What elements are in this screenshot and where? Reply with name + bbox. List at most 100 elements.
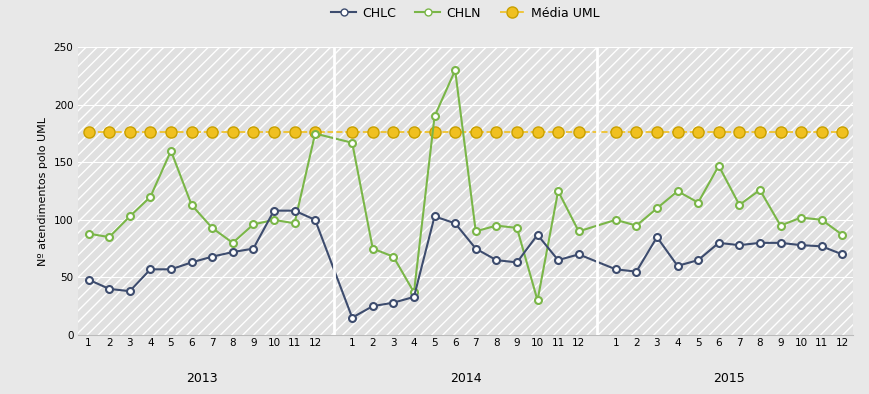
CHLC <box>532 232 542 237</box>
CHLN <box>408 290 419 295</box>
CHLC <box>753 240 764 245</box>
CHLC <box>207 254 217 259</box>
Média UML <box>309 130 320 135</box>
Média UML <box>289 130 300 135</box>
CHLN <box>836 232 846 237</box>
CHLN <box>367 246 377 251</box>
CHLC <box>470 246 481 251</box>
Média UML <box>83 130 94 135</box>
CHLC <box>836 252 846 257</box>
CHLN <box>248 222 258 227</box>
CHLN <box>630 223 640 228</box>
Line: Média UML: Média UML <box>83 127 847 138</box>
Média UML <box>428 130 439 135</box>
Média UML <box>124 130 135 135</box>
Text: 2013: 2013 <box>186 372 217 385</box>
Média UML <box>774 130 785 135</box>
CHLC <box>269 208 279 213</box>
Média UML <box>269 130 279 135</box>
Média UML <box>532 130 542 135</box>
CHLN <box>309 131 320 136</box>
CHLN <box>83 231 94 236</box>
CHLN <box>573 229 583 234</box>
CHLN <box>672 189 682 193</box>
Text: 2015: 2015 <box>713 372 744 385</box>
Média UML <box>610 130 620 135</box>
Média UML <box>630 130 640 135</box>
CHLC <box>573 252 583 257</box>
CHLC <box>815 244 826 249</box>
Média UML <box>248 130 258 135</box>
CHLN <box>692 200 702 205</box>
CHLN <box>428 114 439 119</box>
Média UML <box>753 130 764 135</box>
CHLN <box>228 240 238 245</box>
Média UML <box>228 130 238 135</box>
CHLC <box>713 240 723 245</box>
Média UML <box>733 130 744 135</box>
CHLN <box>651 206 661 211</box>
Média UML <box>713 130 723 135</box>
CHLC <box>449 221 460 226</box>
Média UML <box>836 130 846 135</box>
CHLN <box>733 203 744 207</box>
CHLC <box>145 267 156 272</box>
CHLN <box>491 223 501 228</box>
CHLC <box>692 258 702 262</box>
CHLC <box>367 304 377 309</box>
CHLC <box>553 258 563 262</box>
Média UML <box>104 130 115 135</box>
CHLN <box>553 189 563 193</box>
CHLC <box>733 243 744 247</box>
CHLC <box>408 295 419 299</box>
CHLC <box>83 277 94 282</box>
CHLC <box>511 260 521 265</box>
CHLN <box>269 217 279 222</box>
Média UML <box>166 130 176 135</box>
CHLN <box>610 217 620 222</box>
Média UML <box>553 130 563 135</box>
CHLC <box>651 235 661 240</box>
CHLC <box>347 315 357 320</box>
CHLC <box>309 217 320 222</box>
Média UML <box>692 130 702 135</box>
CHLC <box>672 264 682 268</box>
CHLN <box>532 298 542 303</box>
Média UML <box>470 130 481 135</box>
Line: CHLN: CHLN <box>85 67 845 304</box>
CHLN <box>145 195 156 199</box>
CHLC <box>795 243 806 247</box>
Média UML <box>207 130 217 135</box>
Média UML <box>573 130 583 135</box>
Text: 2014: 2014 <box>449 372 481 385</box>
CHLN <box>347 140 357 145</box>
CHLC <box>124 289 135 294</box>
CHLC <box>388 300 398 305</box>
CHLC <box>228 250 238 255</box>
Média UML <box>347 130 357 135</box>
CHLC <box>774 240 785 245</box>
CHLC <box>428 214 439 219</box>
Line: CHLC: CHLC <box>85 207 845 321</box>
CHLN <box>166 149 176 153</box>
CHLN <box>124 214 135 219</box>
CHLN <box>207 225 217 230</box>
Média UML <box>815 130 826 135</box>
CHLC <box>491 258 501 262</box>
CHLN <box>815 217 826 222</box>
Média UML <box>511 130 521 135</box>
CHLN <box>104 235 115 240</box>
Média UML <box>651 130 661 135</box>
CHLN <box>449 68 460 72</box>
Média UML <box>388 130 398 135</box>
Média UML <box>795 130 806 135</box>
CHLC <box>630 269 640 274</box>
CHLC <box>186 260 196 265</box>
CHLC <box>289 208 300 213</box>
Média UML <box>408 130 419 135</box>
CHLC <box>610 267 620 272</box>
Média UML <box>491 130 501 135</box>
Média UML <box>672 130 682 135</box>
CHLN <box>186 203 196 207</box>
Média UML <box>449 130 460 135</box>
